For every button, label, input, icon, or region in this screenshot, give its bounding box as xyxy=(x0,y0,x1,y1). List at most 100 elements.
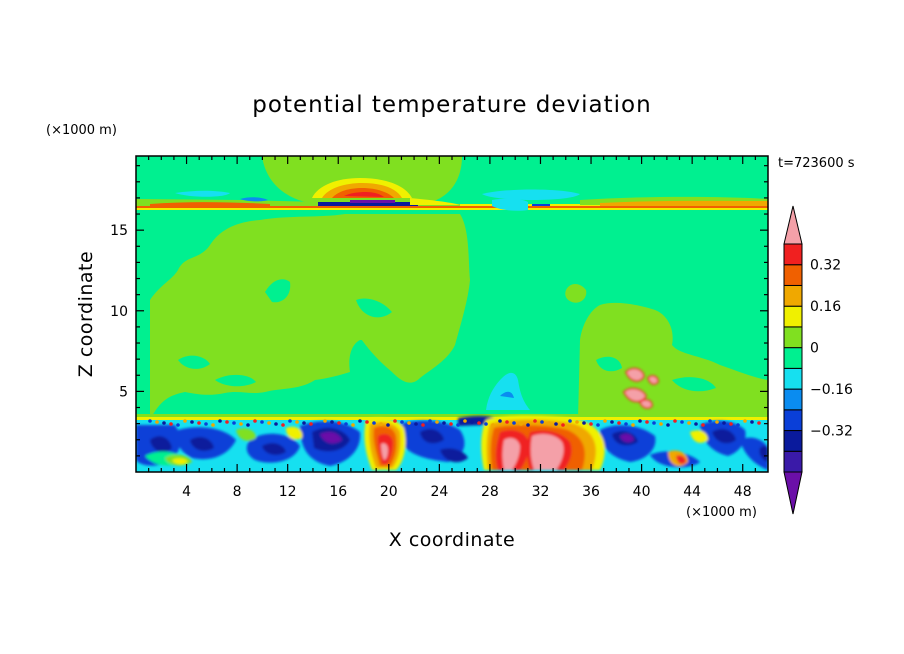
colorbar-box xyxy=(783,305,803,328)
ripple-dot xyxy=(351,423,355,427)
ripple-dot xyxy=(232,421,236,425)
ripple-dot xyxy=(575,420,579,424)
ripple-dot xyxy=(407,421,411,425)
colorbar-label: 0.32 xyxy=(810,258,841,274)
ripple-dot xyxy=(638,419,642,423)
colorbar-label: 0 xyxy=(810,341,819,357)
ripple-dot xyxy=(631,423,635,427)
ripple-dot xyxy=(344,422,348,426)
region-positive-left xyxy=(150,214,470,420)
ripple-dot xyxy=(302,421,306,425)
ripple-dot xyxy=(666,423,670,427)
x-tick-label: 40 xyxy=(633,484,651,500)
ripple-dot xyxy=(365,420,369,424)
x-unit-label: (×1000 m) xyxy=(686,505,757,520)
ripple-dot xyxy=(372,421,376,425)
ripple-dot xyxy=(274,422,278,426)
colorbar-box xyxy=(783,264,803,286)
x-tick-label: 28 xyxy=(481,484,499,500)
ripple-dot xyxy=(652,421,656,425)
time-label: t=723600 s xyxy=(778,156,855,171)
colorbar-box xyxy=(783,409,803,432)
ripple-dot xyxy=(316,423,320,427)
ripple-dot xyxy=(659,422,663,426)
ripple-dot xyxy=(309,422,313,426)
ripple-dot xyxy=(253,419,257,423)
ripple-dot xyxy=(169,422,173,426)
ripple-dot xyxy=(491,423,495,427)
colorbar-label: −0.16 xyxy=(810,382,853,398)
x-tick-label: 20 xyxy=(380,484,398,500)
ripple-dot xyxy=(260,420,264,424)
ripple-dot xyxy=(414,422,418,426)
ripple-dot xyxy=(393,419,397,423)
ripple-dot xyxy=(176,423,180,427)
ripple-dot xyxy=(624,422,628,426)
ripple-dot xyxy=(519,422,523,426)
ripple-dot xyxy=(533,419,537,423)
ripple-dot xyxy=(337,421,341,425)
y-ticks: 5 10 15 xyxy=(110,165,768,457)
ripple-dot xyxy=(267,421,271,425)
ripple-dot xyxy=(442,421,446,425)
x-tick-label: 12 xyxy=(279,484,297,500)
ripple-dot xyxy=(610,420,614,424)
ripple-dot xyxy=(680,420,684,424)
ripple-dot xyxy=(708,419,712,423)
colorbar-box xyxy=(783,326,803,349)
colorbar-label: −0.32 xyxy=(810,424,853,440)
ripple-dot xyxy=(288,419,292,423)
ripple-dot xyxy=(512,421,516,425)
ripple-dot xyxy=(295,420,299,424)
colorbar-box xyxy=(783,430,803,452)
colorbar-box xyxy=(783,347,803,369)
ripple-dot xyxy=(449,422,453,426)
ripple-dot xyxy=(694,422,698,426)
ripple-dot xyxy=(617,421,621,425)
colorbar-box xyxy=(783,450,803,473)
ripple-dot xyxy=(554,422,558,426)
ripple-dot xyxy=(204,422,208,426)
ripple-dot xyxy=(547,421,551,425)
ripple-dot xyxy=(561,423,565,427)
ripple-dot xyxy=(428,419,432,423)
ripple-dot xyxy=(743,419,747,423)
ripple-dot xyxy=(400,420,404,424)
x-tick-label: 24 xyxy=(430,484,448,500)
ripple-dot xyxy=(750,420,754,424)
ripple-dot xyxy=(582,421,586,425)
ripple-dot xyxy=(568,419,572,423)
ripple-dot xyxy=(323,419,327,423)
ripple-dot xyxy=(757,421,761,425)
ripple-dot xyxy=(197,421,201,425)
colorbar xyxy=(783,205,803,515)
ripple-dot xyxy=(463,419,467,423)
contour-field xyxy=(136,156,768,472)
ripple-dot xyxy=(673,419,677,423)
ripple-dot xyxy=(379,422,383,426)
ripple-dot xyxy=(239,422,243,426)
ripple-dot xyxy=(225,420,229,424)
ripple-dot xyxy=(540,420,544,424)
y-unit-label: (×1000 m) xyxy=(46,123,117,138)
x-tick-label: 4 xyxy=(182,484,191,500)
ripple-dot xyxy=(596,423,600,427)
colorbar-box xyxy=(783,388,803,411)
x-tick-label: 44 xyxy=(683,484,701,500)
x-tick-label: 48 xyxy=(734,484,752,500)
colorbar-max-arrow xyxy=(783,205,803,245)
ripple-dot xyxy=(246,423,250,427)
ripple-dot xyxy=(155,420,159,424)
chart-title: potential temperature deviation xyxy=(252,92,651,118)
ripple-dot xyxy=(603,419,607,423)
x-tick-label: 8 xyxy=(233,484,242,500)
y-tick-label: 5 xyxy=(119,384,128,400)
colorbar-box xyxy=(783,243,803,266)
ripple-dot xyxy=(162,421,166,425)
ripple-dot xyxy=(736,423,740,427)
colorbar-box xyxy=(783,367,803,390)
colorbar-label: 0.16 xyxy=(810,299,841,315)
x-ticks: 4 8 12 16 20 24 28 32 36 40 44 48 xyxy=(148,156,756,500)
ripple-dot xyxy=(470,420,474,424)
